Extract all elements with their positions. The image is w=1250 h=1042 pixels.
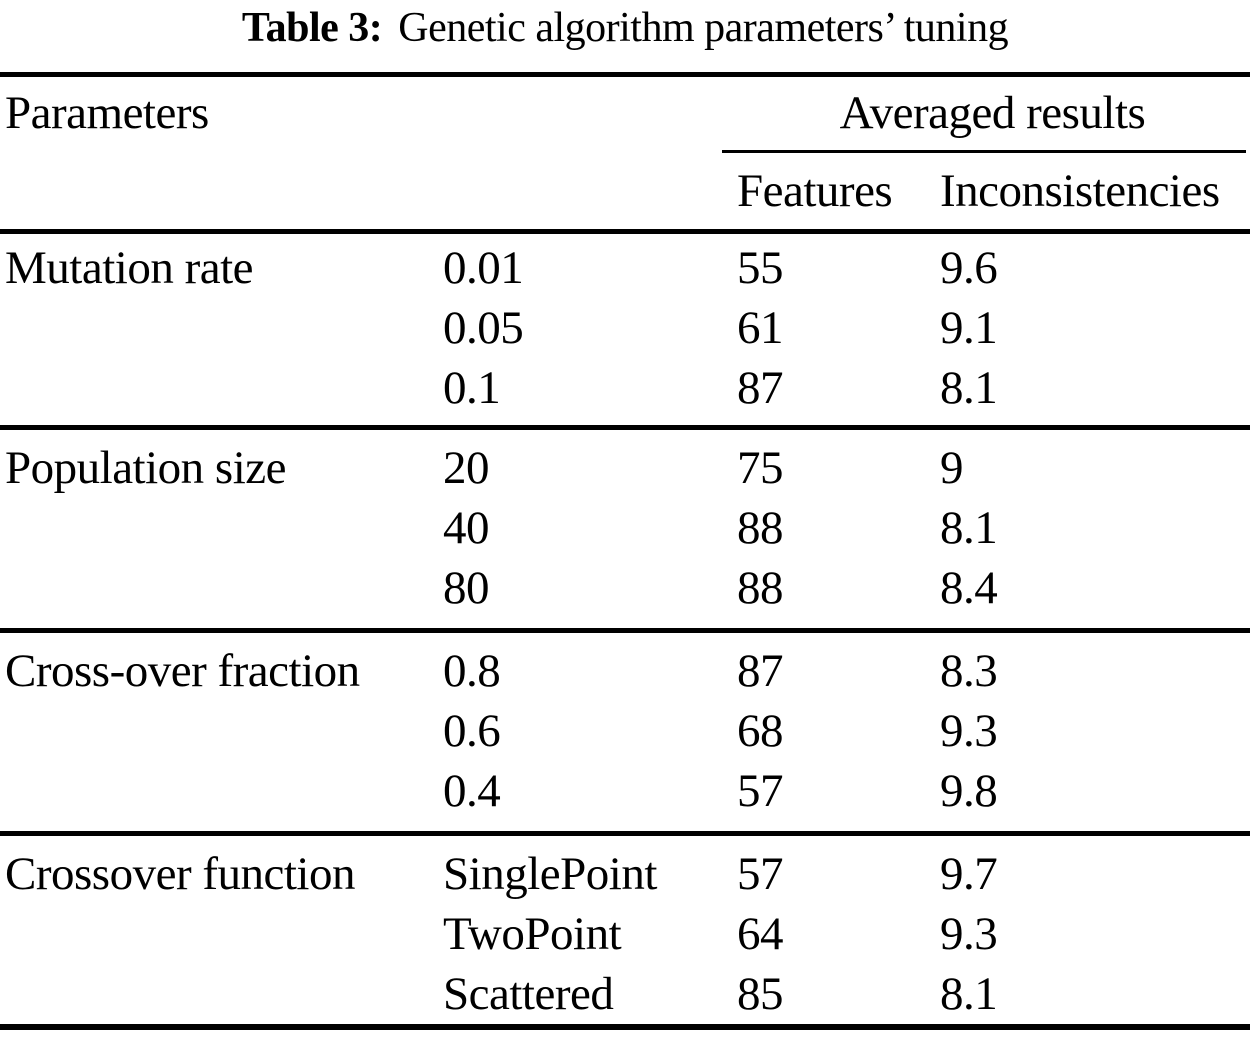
table-row: Scattered 85 8.1	[0, 964, 1250, 1024]
features-cell: 57	[737, 765, 784, 817]
inconsistencies-cell: 9	[940, 442, 964, 494]
column-header-averaged-results: Averaged results	[839, 87, 1146, 139]
table-row: 0.05 61 9.1	[0, 298, 1250, 358]
param-value-cell: 0.6	[443, 705, 501, 757]
features-cell: 88	[737, 562, 784, 614]
inconsistencies-cell: 8.1	[940, 362, 998, 414]
table-row: 0.6 68 9.3	[0, 701, 1250, 761]
table-caption: Table 3: Genetic algorithm parameters’ tu…	[0, 4, 1250, 52]
section-population-size: Population size 20 75 9 40 88 8.1 80 88 …	[0, 430, 1250, 633]
param-name-cell: Cross-over fraction	[5, 645, 360, 697]
table-row: Crossover function SinglePoint 57 9.7	[0, 844, 1250, 904]
features-cell: 75	[737, 442, 784, 494]
inconsistencies-cell: 9.3	[940, 705, 998, 757]
parameters-tuning-table: Parameters Averaged results Features Inc…	[0, 72, 1250, 1030]
table-header: Parameters Averaged results Features Inc…	[0, 77, 1250, 229]
header-row-subcolumns: Features Inconsistencies	[0, 153, 1250, 229]
param-value-cell: 0.8	[443, 645, 501, 697]
column-header-inconsistencies: Inconsistencies	[940, 165, 1220, 217]
section-crossover-function: Crossover function SinglePoint 57 9.7 Tw…	[0, 836, 1250, 1030]
features-cell: 88	[737, 502, 784, 554]
param-value-cell: 0.05	[443, 302, 524, 354]
param-name-cell: Mutation rate	[5, 242, 254, 294]
param-value-cell: SinglePoint	[443, 848, 657, 900]
param-value-cell: 0.01	[443, 242, 524, 294]
param-value-cell: TwoPoint	[443, 908, 622, 960]
features-cell: 61	[737, 302, 784, 354]
inconsistencies-cell: 9.6	[940, 242, 998, 294]
features-cell: 85	[737, 968, 784, 1020]
table-row: 40 88 8.1	[0, 498, 1250, 558]
features-cell: 57	[737, 848, 784, 900]
inconsistencies-cell: 9.3	[940, 908, 998, 960]
section-mutation-rate: Mutation rate 0.01 55 9.6 0.05 61 9.1 0.…	[0, 234, 1250, 430]
param-name-cell: Crossover function	[5, 848, 355, 900]
features-cell: 55	[737, 242, 784, 294]
features-cell: 68	[737, 705, 784, 757]
param-value-cell: 0.1	[443, 362, 501, 414]
inconsistencies-cell: 9.8	[940, 765, 998, 817]
param-value-cell: 80	[443, 562, 490, 614]
param-value-cell: Scattered	[443, 968, 614, 1020]
features-cell: 87	[737, 645, 784, 697]
param-value-cell: 0.4	[443, 765, 501, 817]
table-row: 80 88 8.4	[0, 558, 1250, 618]
column-header-parameters: Parameters	[5, 87, 209, 139]
header-rule	[0, 229, 1250, 234]
table-row: 0.1 87 8.1	[0, 358, 1250, 418]
features-cell: 87	[737, 362, 784, 414]
inconsistencies-cell: 8.1	[940, 502, 998, 554]
top-rule	[0, 72, 1250, 77]
inconsistencies-cell: 8.3	[940, 645, 998, 697]
inconsistencies-cell: 9.7	[940, 848, 998, 900]
inconsistencies-cell: 8.1	[940, 968, 998, 1020]
param-value-cell: 20	[443, 442, 490, 494]
header-row-groups: Parameters Averaged results	[0, 77, 1250, 150]
column-header-features: Features	[737, 165, 893, 217]
param-name-cell: Population size	[5, 442, 287, 494]
table-caption-text: Genetic algorithm parameters’ tuning	[398, 5, 1009, 51]
param-value-cell: 40	[443, 502, 490, 554]
averaged-results-mid-rule	[722, 150, 1246, 153]
inconsistencies-cell: 8.4	[940, 562, 998, 614]
features-cell: 64	[737, 908, 784, 960]
table-row: 0.4 57 9.8	[0, 761, 1250, 821]
table-row: TwoPoint 64 9.3	[0, 904, 1250, 964]
section-crossover-fraction: Cross-over fraction 0.8 87 8.3 0.6 68 9.…	[0, 633, 1250, 836]
table-caption-label: Table 3:	[241, 5, 383, 51]
inconsistencies-cell: 9.1	[940, 302, 998, 354]
table-row: Mutation rate 0.01 55 9.6	[0, 238, 1250, 298]
table-row: Cross-over fraction 0.8 87 8.3	[0, 641, 1250, 701]
table-row: Population size 20 75 9	[0, 438, 1250, 498]
